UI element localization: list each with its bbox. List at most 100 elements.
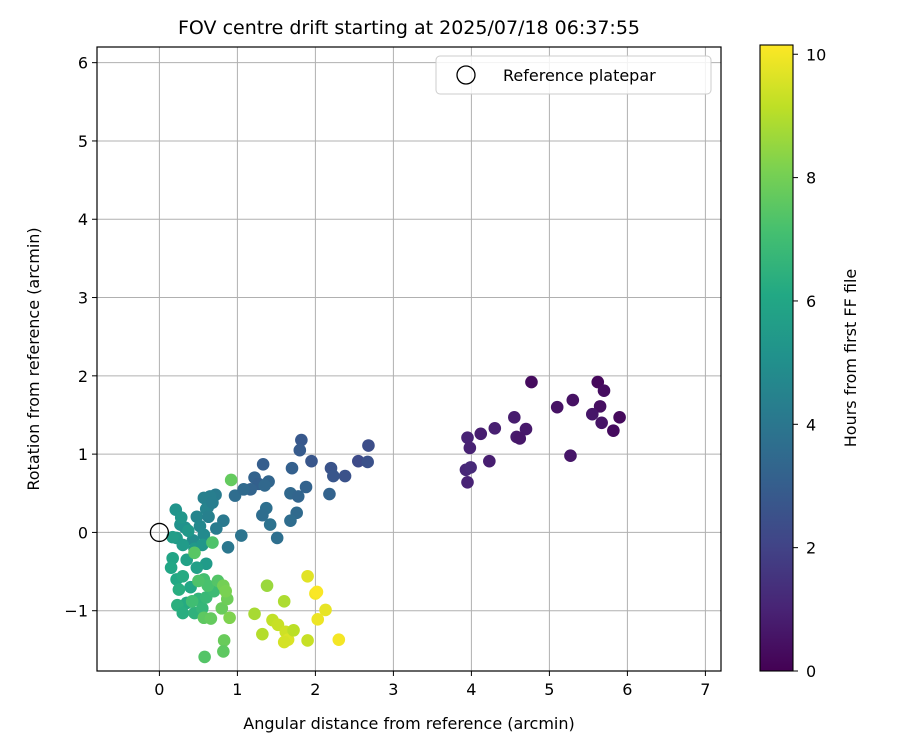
data-point (172, 583, 186, 596)
data-point (488, 421, 502, 435)
data-point (197, 528, 211, 542)
data-point (301, 569, 314, 583)
reference-platepar-marker (149, 522, 170, 543)
data-point (593, 400, 607, 413)
data-point (260, 579, 274, 592)
x-tick-label: 4 (466, 680, 476, 699)
data-point (299, 480, 313, 494)
data-point (217, 645, 230, 658)
data-point (310, 585, 324, 599)
legend-entry-reference: Reference platepar (503, 66, 656, 85)
y-tick-label: 1 (78, 445, 88, 464)
data-point (362, 439, 375, 452)
data-point (198, 650, 211, 664)
data-point (293, 443, 307, 457)
y-tick-label: 0 (78, 523, 88, 542)
data-point (597, 384, 611, 398)
x-tick-label: 1 (232, 680, 242, 699)
data-point (206, 536, 219, 549)
data-point (256, 508, 269, 522)
data-point (196, 538, 209, 552)
data-point (206, 496, 219, 509)
data-point (219, 584, 232, 598)
data-point (201, 579, 215, 592)
data-point (270, 531, 284, 545)
data-point (595, 416, 608, 430)
colorbar-ticks: 0 2 4 6 8 10 (793, 45, 826, 681)
x-axis-ticks: 0 1 2 3 4 5 6 7 (154, 671, 710, 699)
colorbar-tick-label: 4 (806, 415, 816, 434)
x-tick-label: 3 (388, 680, 398, 699)
data-point (204, 612, 218, 625)
data-point (463, 441, 477, 455)
data-point (223, 611, 236, 625)
data-point (508, 411, 521, 424)
x-tick-label: 5 (544, 680, 554, 699)
data-point (361, 455, 374, 469)
data-point (174, 511, 188, 524)
data-point (285, 461, 299, 475)
data-point (586, 407, 599, 421)
data-point (166, 551, 179, 565)
data-point (237, 483, 250, 496)
data-point (221, 540, 235, 554)
data-point (566, 393, 580, 407)
data-point (311, 613, 325, 626)
data-point (513, 432, 527, 445)
data-point (464, 461, 477, 474)
data-point (287, 623, 300, 637)
colorbar-tick-label: 6 (806, 292, 816, 311)
data-point (352, 454, 365, 468)
colorbar-gradient (760, 45, 793, 671)
data-point (210, 522, 223, 535)
y-tick-label: 5 (78, 132, 88, 151)
data-point (327, 469, 340, 483)
data-point (263, 518, 277, 531)
y-tick-label: 2 (78, 367, 88, 386)
data-point (319, 603, 332, 617)
data-point (483, 454, 496, 468)
data-point (185, 595, 199, 608)
plot-frame (96, 46, 722, 672)
data-point (258, 479, 272, 492)
reference-point (149, 522, 170, 543)
x-tick-label: 6 (622, 680, 632, 699)
data-point (323, 487, 336, 501)
y-tick-label: 4 (78, 210, 88, 229)
colorbar-tick-label: 10 (806, 45, 826, 64)
data-point (176, 606, 190, 620)
data-point (332, 633, 346, 646)
y-axis-ticks: −1 0 1 2 3 4 5 6 (64, 54, 97, 621)
colorbar-tick-label: 2 (806, 539, 816, 558)
data-point (224, 473, 238, 487)
legend: Reference platepar (435, 55, 712, 95)
data-point (519, 422, 533, 436)
data-point (277, 635, 291, 649)
data-point (235, 529, 248, 542)
data-point (196, 602, 209, 615)
data-point (215, 602, 229, 615)
data-point (564, 449, 577, 462)
data-point (176, 569, 190, 583)
data-point (190, 561, 204, 574)
y-tick-label: −1 (64, 602, 88, 621)
colorbar-frame (759, 44, 794, 672)
colorbar-tick-label: 8 (806, 169, 816, 188)
data-point (607, 424, 620, 437)
data-point (474, 427, 488, 441)
x-axis-label: Angular distance from reference (arcmin) (243, 714, 574, 733)
data-point (461, 431, 474, 444)
data-point (550, 400, 564, 414)
colorbar-label: Hours from first FF file (841, 269, 860, 448)
data-point (164, 561, 178, 574)
x-tick-label: 7 (700, 680, 710, 699)
colorbar-tick-label: 0 (806, 662, 816, 681)
data-point (217, 634, 231, 647)
data-point (277, 595, 291, 608)
data-point (301, 634, 314, 647)
data-point (166, 530, 179, 544)
grid-lines (97, 47, 721, 671)
legend-box (435, 55, 712, 95)
data-point (613, 411, 626, 424)
